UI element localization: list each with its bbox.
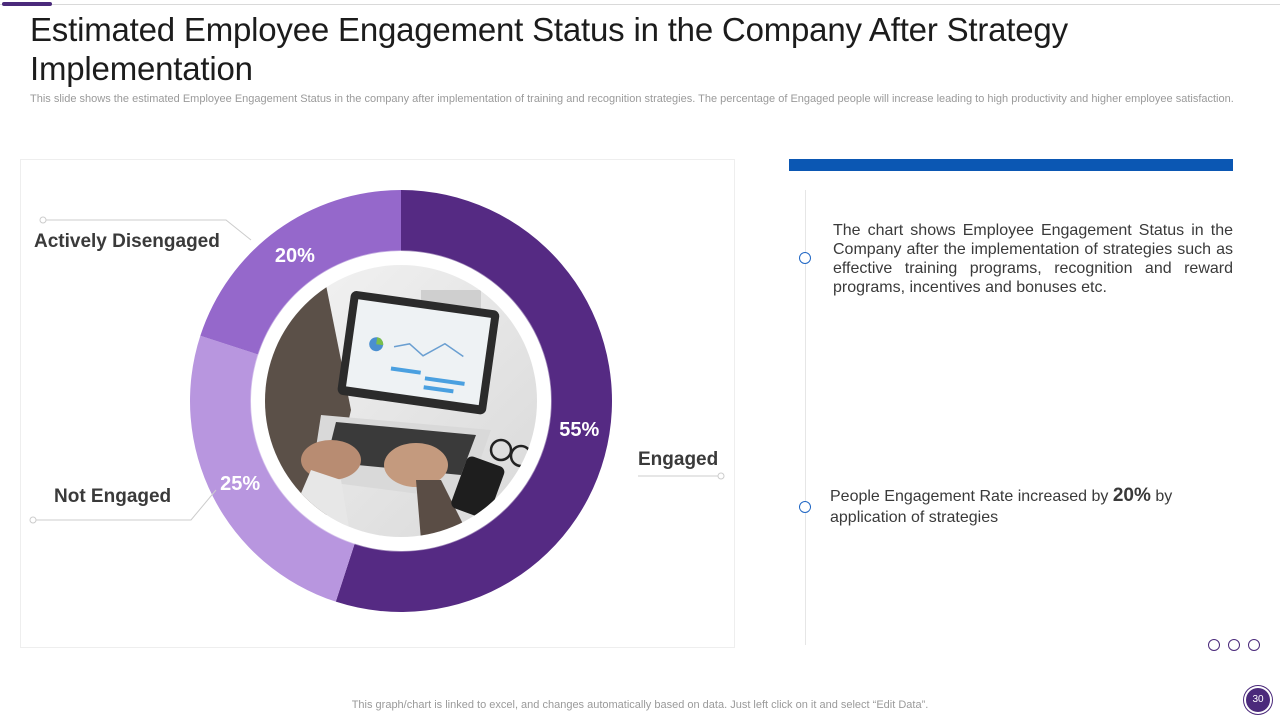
category-label-actively-disengaged: Actively Disengaged	[34, 231, 220, 252]
insight-2-suffix: by application of strategies	[830, 488, 1173, 526]
insight-2-highlight: 20%	[1112, 485, 1151, 506]
value-label-engaged: 55%	[559, 419, 599, 441]
leader-line-not-engaged	[33, 489, 217, 521]
timeline-bullet-1	[799, 252, 811, 264]
donut-chart[interactable]: 55% Engaged 25% Not Engaged 20% Actively Dise…	[21, 160, 734, 647]
insight-2-prefix: People Engagement Rate increased by	[830, 488, 1113, 505]
laptop-photo	[265, 265, 537, 537]
category-label-not-engaged: Not Engaged	[54, 486, 171, 507]
leader-dot-actively-disengaged	[39, 216, 47, 224]
donut-segment-actively-disengaged[interactable]	[200, 190, 401, 355]
chart-panel[interactable]: 55% Engaged 25% Not Engaged 20% Actively Dise…	[20, 159, 735, 648]
slide-subtitle: This slide shows the estimated Employee …	[30, 93, 1234, 105]
donut-segment-engaged[interactable]	[335, 190, 612, 612]
top-accent-bar	[2, 2, 52, 6]
leader-dot-not-engaged	[29, 516, 37, 524]
category-label-engaged: Engaged	[638, 449, 718, 470]
nav-dot-1[interactable]	[1208, 639, 1220, 651]
top-accent	[0, 0, 1280, 6]
page-number: 30	[1246, 688, 1270, 712]
leader-dot-engaged	[717, 472, 725, 480]
insight-text-1: The chart shows Employee Engagement Stat…	[833, 222, 1233, 296]
timeline-line	[805, 190, 806, 645]
value-label-actively-disengaged: 20%	[275, 245, 315, 267]
nav-dot-2[interactable]	[1228, 639, 1240, 651]
leader-line-actively-disengaged	[43, 219, 252, 241]
insight-text-2: People Engagement Rate increased by 20% …	[830, 485, 1230, 528]
donut-segment-not-engaged[interactable]	[189, 335, 355, 602]
accent-bar	[789, 159, 1233, 171]
slide-title: Estimated Employee Engagement Status in …	[30, 11, 1068, 87]
nav-dot-3[interactable]	[1248, 639, 1260, 651]
footer-note: This graph/chart is linked to excel, and…	[351, 699, 929, 711]
timeline-bullet-2	[799, 501, 811, 513]
top-rule	[0, 4, 1280, 5]
value-label-not-engaged: 25%	[220, 473, 260, 495]
